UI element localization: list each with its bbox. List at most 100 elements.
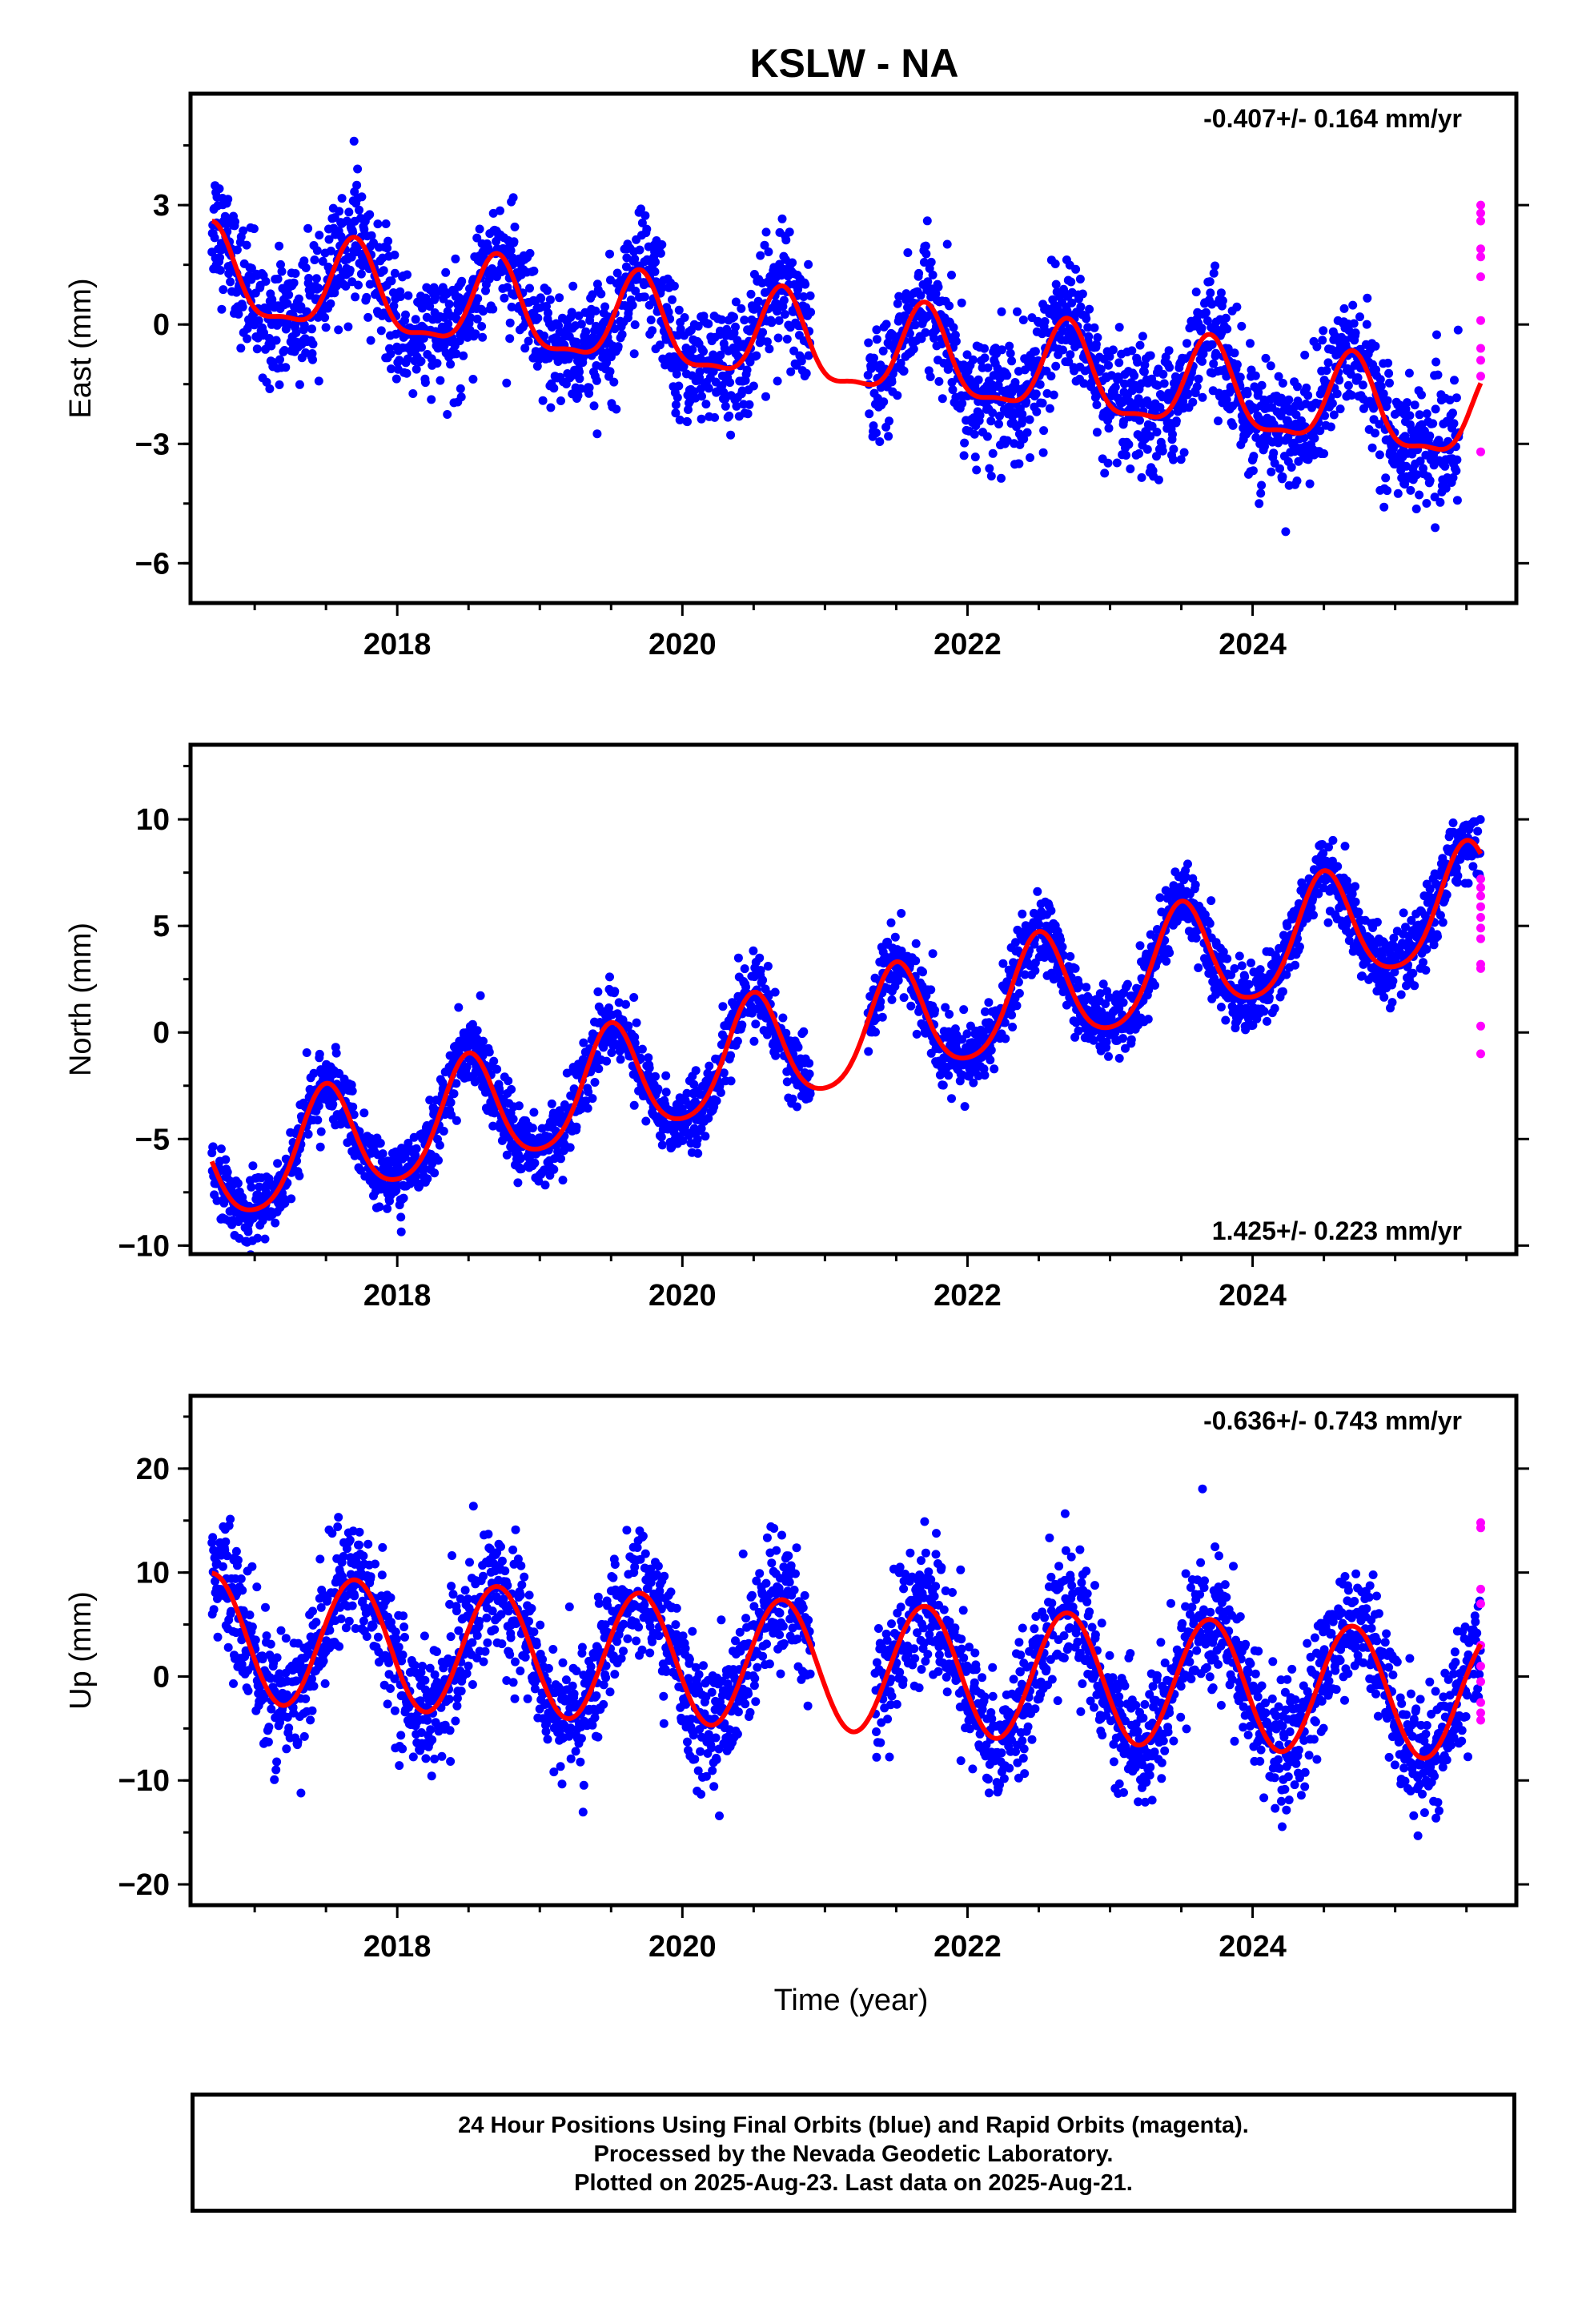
final-orbit-point (683, 417, 692, 427)
final-orbit-point (1351, 328, 1360, 338)
final-orbit-point (1415, 456, 1425, 466)
final-orbit-point (1071, 264, 1081, 274)
final-orbit-point (1012, 1001, 1022, 1011)
final-orbit-point (1098, 979, 1108, 989)
final-orbit-point (258, 1216, 267, 1225)
final-orbit-point (1007, 1011, 1017, 1019)
final-orbit-point (1150, 980, 1159, 990)
final-orbit-point (921, 249, 931, 259)
final-orbit-point (547, 1099, 556, 1108)
final-orbit-point (631, 286, 640, 296)
final-orbit-point (921, 328, 930, 337)
final-orbit-point (1154, 475, 1163, 485)
final-orbit-point (753, 296, 763, 306)
final-orbit-point (612, 404, 621, 414)
final-orbit-point (968, 355, 978, 364)
final-orbit-point (1260, 442, 1269, 451)
final-orbit-point (691, 1066, 701, 1076)
final-orbit-point (223, 195, 233, 204)
final-orbit-point (1176, 455, 1186, 464)
final-orbit-point (612, 268, 622, 278)
final-orbit-point (740, 964, 749, 974)
final-orbit-point (441, 267, 451, 277)
final-orbit-point (402, 368, 412, 378)
final-orbit-point (446, 1098, 456, 1108)
final-orbit-point (680, 313, 689, 322)
final-orbit-point (988, 408, 998, 417)
final-orbit-point (1303, 391, 1313, 400)
final-orbit-point (1404, 368, 1414, 378)
final-orbit-point (785, 227, 794, 237)
final-orbit-point (1209, 268, 1219, 278)
final-orbit-point (326, 246, 335, 255)
final-orbit-point (596, 289, 606, 299)
final-orbit-point (1206, 288, 1215, 298)
final-orbit-point (507, 1084, 516, 1094)
final-orbit-point (1232, 360, 1242, 369)
final-orbit-point (412, 1144, 421, 1153)
final-orbit-point (1349, 319, 1359, 328)
final-orbit-point (988, 448, 998, 458)
final-orbit-point (672, 369, 681, 379)
final-orbit-point (1191, 934, 1201, 943)
final-orbit-point (1138, 332, 1147, 341)
final-orbit-point (260, 1234, 270, 1244)
final-orbit-point (356, 1165, 365, 1175)
final-orbit-point (1103, 458, 1113, 468)
final-orbit-point (1412, 470, 1422, 480)
final-orbit-point (273, 1159, 283, 1168)
final-orbit-point (1146, 432, 1155, 441)
final-orbit-point (365, 210, 375, 219)
final-orbit-point (280, 1198, 290, 1208)
final-orbit-point (313, 1116, 323, 1125)
final-orbit-point (1089, 1035, 1098, 1045)
final-orbit-point (1013, 307, 1022, 316)
final-orbit-point (804, 259, 813, 269)
final-orbit-point (488, 1121, 498, 1131)
final-orbit-point (697, 392, 706, 401)
final-orbit-point (1246, 339, 1255, 348)
final-orbit-point (869, 353, 878, 363)
final-orbit-point (348, 227, 358, 237)
final-orbit-point (1002, 436, 1012, 445)
final-orbit-point (1046, 906, 1056, 915)
final-orbit-point (1406, 485, 1415, 495)
final-orbit-point (926, 257, 936, 267)
final-orbit-point (315, 231, 324, 240)
final-orbit-point (629, 993, 639, 1002)
final-orbit-point (420, 1164, 429, 1174)
final-orbit-point (262, 377, 271, 387)
final-orbit-point (765, 344, 774, 354)
final-orbit-point (726, 1051, 736, 1060)
final-orbit-point (1335, 404, 1345, 414)
final-orbit-point (718, 1002, 728, 1011)
final-orbit-point (386, 349, 396, 359)
final-orbit-point (671, 408, 681, 418)
final-orbit-point (887, 995, 897, 1004)
final-orbit-point (1232, 302, 1242, 312)
final-orbit-point (788, 258, 797, 267)
final-orbit-point (957, 298, 966, 308)
final-orbit-point (931, 289, 941, 299)
final-orbit-point (1066, 951, 1075, 961)
final-orbit-point (1254, 388, 1263, 397)
rapid-orbit-point (1476, 244, 1485, 254)
final-orbit-point (1403, 398, 1411, 408)
final-orbit-point (893, 391, 902, 400)
final-orbit-point (1255, 499, 1264, 509)
final-orbit-point (546, 403, 556, 412)
final-orbit-point (296, 302, 306, 312)
final-orbit-point (223, 1168, 232, 1177)
final-orbit-point (1032, 407, 1042, 416)
final-orbit-point (1433, 370, 1443, 380)
final-orbit-point (446, 360, 456, 369)
final-orbit-point (1251, 371, 1260, 380)
final-orbit-point (456, 392, 466, 402)
final-orbit-point (1114, 1054, 1124, 1063)
final-orbit-point (778, 1013, 788, 1023)
final-orbit-point (1422, 499, 1431, 508)
final-orbit-point (1430, 493, 1439, 502)
final-orbit-point (477, 322, 487, 331)
final-orbit-point (740, 316, 749, 325)
final-orbit-point (584, 383, 594, 392)
